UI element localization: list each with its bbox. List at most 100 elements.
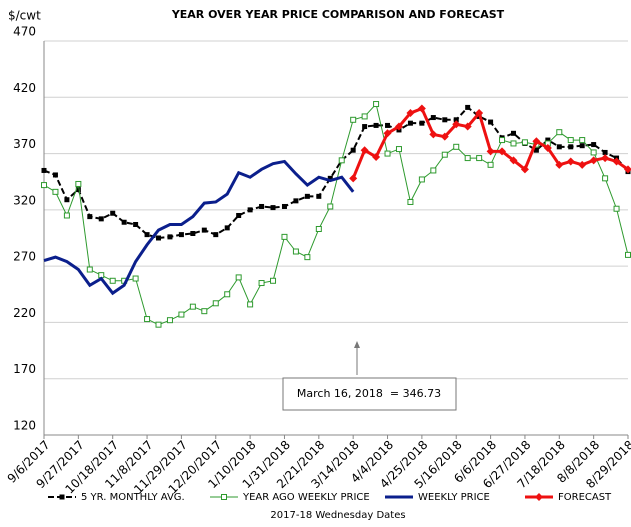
marker [556,144,562,150]
marker [510,130,516,136]
marker [429,130,438,139]
legend-marker [535,493,543,501]
marker [178,232,184,238]
y-tick-label: 420 [13,81,36,95]
annotation: March 16, 2018 = 346.73 [297,387,441,400]
marker [109,277,116,284]
marker [463,122,472,131]
marker [566,157,575,166]
x-axis-label: 2017-18 Wednesday Dates [270,510,405,521]
marker [453,117,459,123]
marker [624,165,631,174]
marker [453,143,460,150]
marker [385,122,391,128]
marker [579,137,586,144]
marker [349,174,358,183]
marker [465,104,471,110]
marker [166,317,173,324]
marker [394,122,403,131]
marker [281,233,288,240]
marker [464,155,471,162]
marker [41,182,47,189]
marker [555,160,564,169]
marker [270,277,277,284]
marker [247,301,254,308]
marker [144,232,150,238]
marker [201,227,207,233]
marker [590,149,597,156]
marker [75,180,82,187]
marker [52,188,59,195]
marker [441,151,448,158]
marker [155,321,162,328]
marker [259,203,265,209]
chart-title: YEAR OVER YEAR PRICE COMPARISON AND FORE… [171,8,505,21]
legend-label: YEAR AGO WEEKLY PRICE [242,492,370,503]
y-tick-label: 370 [13,137,36,151]
marker [350,116,357,123]
marker [452,120,461,129]
marker [373,122,379,128]
marker [224,291,231,298]
legend-marker [59,494,65,500]
line [351,106,629,179]
marker [338,157,345,164]
marker [418,176,425,183]
marker [167,234,173,240]
marker [589,156,598,165]
annotation-box [282,377,457,411]
marker [602,175,609,182]
series [349,104,631,183]
marker [488,119,494,125]
marker [442,117,448,123]
marker [417,104,426,113]
marker [304,193,310,199]
marker [509,156,518,165]
marker [601,154,610,163]
marker [75,187,81,193]
marker [406,109,415,118]
marker [212,300,219,307]
series [41,101,631,328]
marker [87,214,93,220]
marker [201,308,208,315]
marker [395,146,402,153]
marker [235,274,242,281]
marker [247,207,253,213]
marker [567,137,574,144]
marker [591,142,597,148]
marker [132,275,139,282]
marker [510,140,517,147]
marker [293,198,299,204]
marker [360,146,369,155]
marker [189,303,196,310]
marker [372,152,381,161]
marker [327,175,333,181]
marker [52,172,58,178]
marker [258,280,265,287]
y-tick-label: 470 [13,25,36,39]
marker [156,235,162,241]
annotation-arrowhead [354,341,360,348]
marker [316,193,322,199]
series [41,104,631,241]
line [43,106,629,240]
marker [532,137,541,146]
marker [213,232,219,238]
marker [281,203,287,209]
y-axis-label: $/cwt [8,9,41,23]
marker [486,147,495,156]
marker [520,165,529,174]
marker [476,155,483,162]
marker [556,129,563,136]
marker [178,311,185,318]
marker [578,160,587,169]
marker [315,225,322,232]
marker [613,205,620,212]
marker [144,316,151,323]
line [43,103,629,326]
marker [270,205,276,211]
legend-label: WEEKLY PRICE [418,492,490,503]
marker [373,101,380,108]
marker [292,248,299,255]
